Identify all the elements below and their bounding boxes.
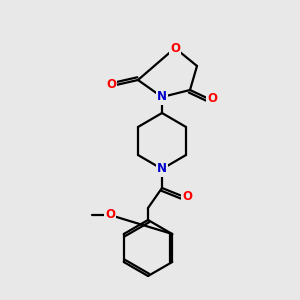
- Text: O: O: [182, 190, 192, 202]
- Text: N: N: [157, 163, 167, 176]
- Text: O: O: [106, 79, 116, 92]
- Text: O: O: [207, 92, 217, 104]
- Text: N: N: [157, 91, 167, 103]
- Text: O: O: [170, 41, 180, 55]
- Text: O: O: [105, 208, 115, 221]
